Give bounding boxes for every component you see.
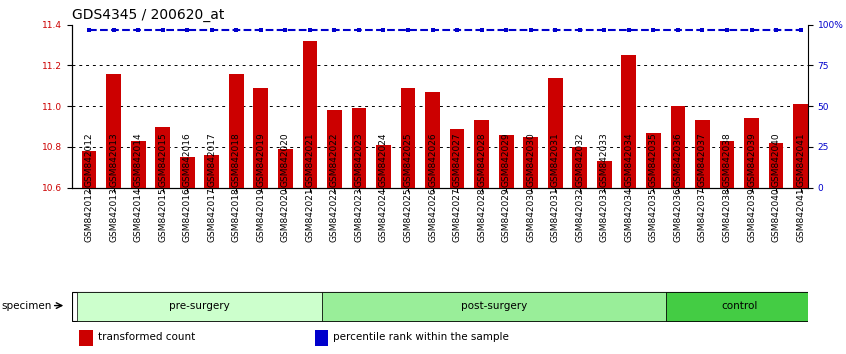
Bar [524,137,538,188]
Bar [666,292,813,321]
Bar [794,104,808,188]
Bar [352,108,366,188]
Bar [401,88,415,188]
Text: GSM842019: GSM842019 [256,132,266,187]
Text: GSM842038: GSM842038 [722,132,732,187]
Bar [77,292,322,321]
Bar [646,133,661,188]
Text: GSM842032: GSM842032 [575,132,585,187]
Bar [315,330,328,346]
Text: GSM842018: GSM842018 [232,132,241,187]
Text: GSM842024: GSM842024 [379,132,388,187]
Text: GSM842022: GSM842022 [330,132,339,187]
Bar [303,41,317,188]
Text: GSM842039: GSM842039 [747,132,756,187]
Bar [278,149,293,188]
Text: post-surgery: post-surgery [461,301,527,310]
Bar [82,151,96,188]
Text: percentile rank within the sample: percentile rank within the sample [333,332,509,342]
Bar [671,106,685,188]
Text: GSM842030: GSM842030 [526,132,536,187]
Bar [131,141,146,188]
Text: GSM842029: GSM842029 [502,132,511,187]
Text: GSM842021: GSM842021 [305,132,315,187]
Text: pre-surgery: pre-surgery [169,301,230,310]
Bar [499,135,514,188]
Bar [229,74,244,188]
Bar [548,78,563,188]
Bar [156,126,170,188]
Text: GSM842037: GSM842037 [698,132,707,187]
Bar [254,88,268,188]
Bar [720,141,734,188]
Bar [573,147,587,188]
Bar [322,292,666,321]
Text: GSM842035: GSM842035 [649,132,658,187]
Bar [597,161,612,188]
Text: GSM842025: GSM842025 [404,132,413,187]
Bar [205,155,219,188]
Text: GSM842015: GSM842015 [158,132,168,187]
Bar [622,55,636,188]
Text: GSM842031: GSM842031 [551,132,560,187]
Text: GSM842016: GSM842016 [183,132,192,187]
Text: GSM842026: GSM842026 [428,132,437,187]
Text: GSM842033: GSM842033 [600,132,609,187]
Bar [475,120,489,188]
Bar [376,145,391,188]
Text: GSM842012: GSM842012 [85,132,94,187]
Text: GSM842013: GSM842013 [109,132,118,187]
Bar [107,74,121,188]
Text: GSM842027: GSM842027 [453,132,462,187]
Text: GSM842041: GSM842041 [796,132,805,187]
Text: GSM842017: GSM842017 [207,132,217,187]
Text: GSM842036: GSM842036 [673,132,683,187]
Bar [744,118,759,188]
Bar [695,120,710,188]
Text: GSM842020: GSM842020 [281,132,290,187]
Text: GSM842014: GSM842014 [134,132,143,187]
Bar [769,143,783,188]
Bar [327,110,342,188]
Text: GSM842034: GSM842034 [624,132,634,187]
Text: GDS4345 / 200620_at: GDS4345 / 200620_at [72,8,224,22]
Text: specimen: specimen [2,301,52,310]
Text: GSM842028: GSM842028 [477,132,486,187]
Bar [80,330,92,346]
Text: GSM842040: GSM842040 [772,132,781,187]
Bar [450,129,464,188]
Text: control: control [721,301,757,310]
Text: transformed count: transformed count [97,332,195,342]
Text: GSM842023: GSM842023 [354,132,364,187]
Bar [426,92,440,188]
Bar [180,157,195,188]
